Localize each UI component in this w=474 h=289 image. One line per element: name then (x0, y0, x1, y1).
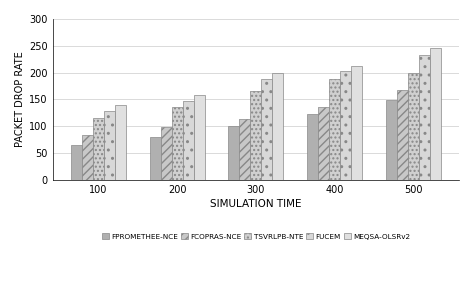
Bar (385, 101, 397, 180)
Legend: FPROMETHEE-NCE, FCOPRAS-NCE, TSVRLPB-NTE, FUCEM, MEQSA-OLSRv2: FPROMETHEE-NCE, FCOPRAS-NCE, TSVRLPB-NTE… (100, 232, 411, 241)
Bar (261, 79, 273, 180)
Bar (329, 79, 340, 180)
Bar (194, 95, 205, 180)
Bar (228, 126, 239, 180)
Bar (115, 105, 126, 180)
Bar (150, 137, 161, 180)
Bar (172, 108, 183, 180)
Bar (104, 111, 115, 180)
Bar (419, 55, 429, 180)
Bar (318, 108, 329, 180)
Bar (307, 114, 318, 180)
Bar (93, 118, 104, 180)
Bar (250, 91, 261, 180)
Bar (161, 127, 172, 180)
X-axis label: SIMULATION TIME: SIMULATION TIME (210, 199, 301, 209)
Bar (82, 135, 93, 180)
Bar (340, 71, 351, 180)
Bar (408, 73, 419, 180)
Bar (71, 145, 82, 180)
Bar (397, 90, 408, 180)
Bar (351, 66, 362, 180)
Bar (239, 119, 250, 180)
Bar (273, 73, 283, 180)
Bar (183, 101, 194, 180)
Y-axis label: PACKET DROP RATE: PACKET DROP RATE (15, 51, 25, 147)
Bar (429, 49, 440, 180)
